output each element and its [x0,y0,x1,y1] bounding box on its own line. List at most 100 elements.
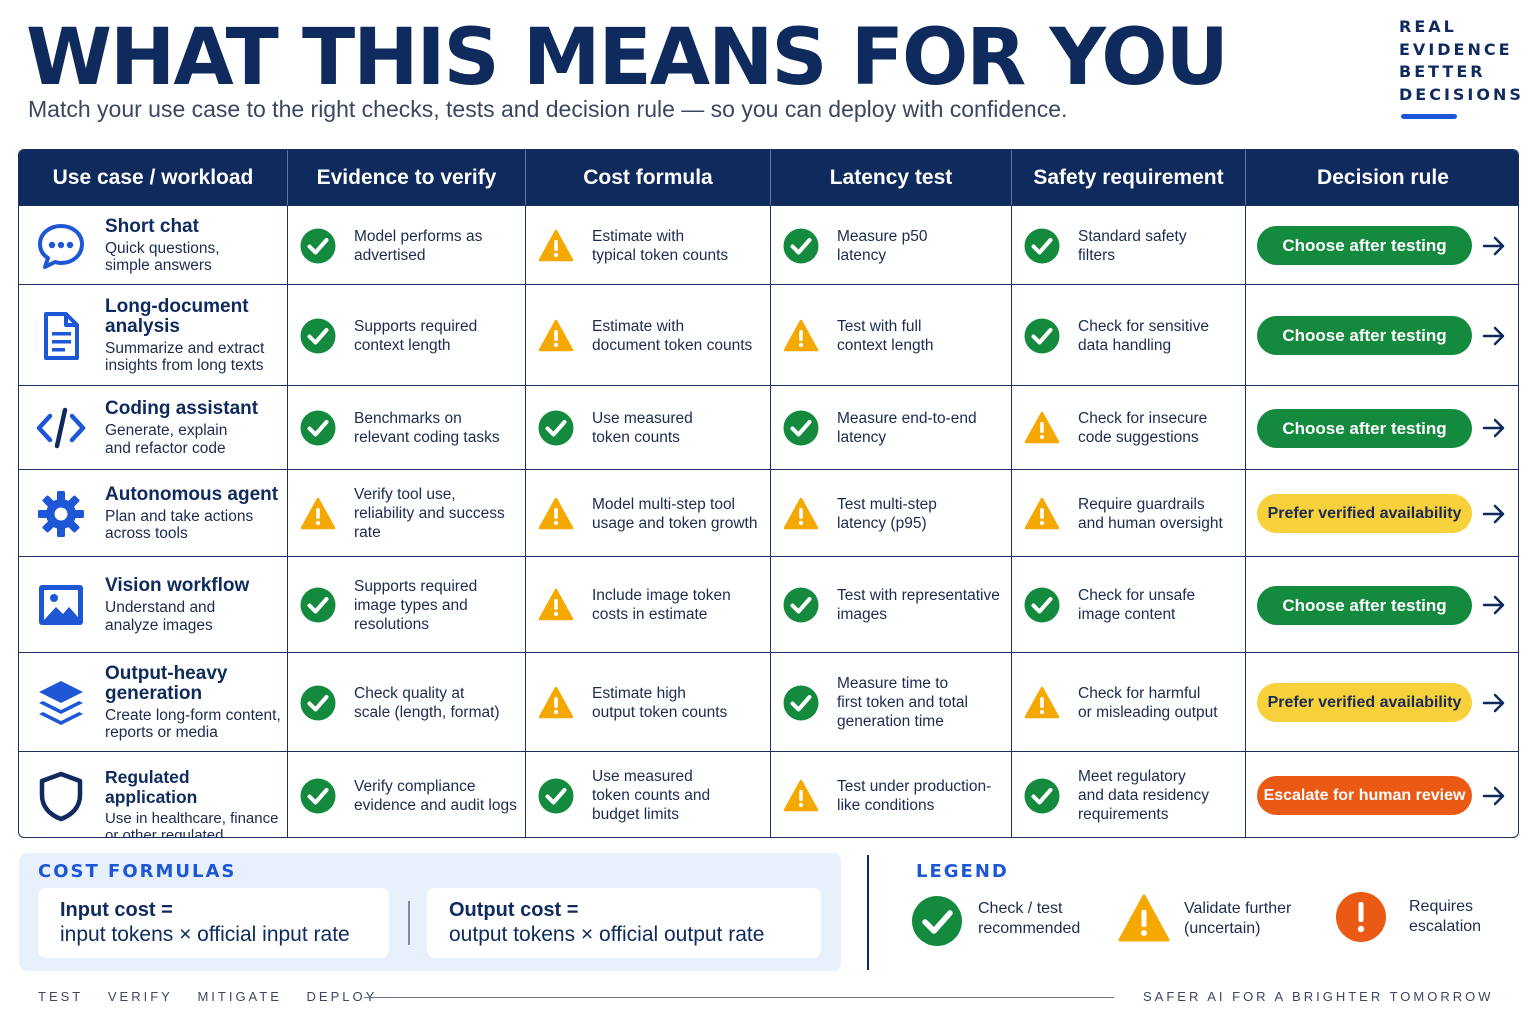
check-circle-icon [300,778,336,814]
output-cost-formula: output tokens × official output rate [449,923,765,946]
column-header: Safety requirement [1012,150,1246,205]
footer-step: DEPLOY [306,989,378,1004]
decision-badge[interactable]: Choose after testing [1257,408,1472,448]
check-circle-icon [300,228,336,264]
cost-text: Use measured token counts and budget limit… [592,767,766,824]
check-circle-icon [783,587,819,623]
latency-cell: Measure end-to-end latency [771,386,1012,469]
check-circle-icon [300,587,336,623]
latency-text: Measure p50 latency [837,227,1007,265]
evidence-text-line: Benchmarks on [354,410,462,427]
safety-text-line: Standard safety [1078,227,1187,245]
legend-title: LEGEND [916,861,1009,882]
evidence-text-line: rate [354,524,381,541]
latency-text: Measure end-to-end latency [837,409,1007,447]
output-cost-label: Output cost = [449,899,579,921]
arrow-right-icon[interactable] [1482,236,1506,256]
legend-label-line: recommended [978,920,1081,937]
arrow-right-icon[interactable] [1482,504,1506,524]
decision-badge[interactable]: Choose after testing [1257,585,1472,625]
warning-triangle-icon [1024,685,1060,721]
use-case-title: Vision workflow [105,575,250,596]
evidence-text-line: evidence and audit logs [354,796,517,814]
output-cost-card: Output cost = output tokens × official o… [427,888,821,958]
safety-cell: Check for sensitive data handling [1012,285,1246,385]
safety-text-line: Check for unsafe [1078,587,1196,604]
arrow-right-icon[interactable] [1482,693,1506,713]
cost-text: Estimate with document token counts [592,317,766,355]
tagline-line: DECISIONS [1399,84,1524,104]
evidence-text-line: Check quality at [354,684,465,702]
image-icon [35,579,87,631]
arrow-right-icon[interactable] [1482,418,1506,438]
latency-text-line: latency [837,246,887,264]
evidence-text: Model performs as advertised [354,227,521,265]
description-line: reports or media [105,724,218,741]
cost-text-line: Use measured [592,768,693,785]
description-line: Plan and take actions [105,507,254,525]
tagline-line: BETTER [1399,62,1486,81]
evidence-cell: Benchmarks on relevant coding tasks [288,386,526,469]
cost-text-line: budget limits [592,806,680,823]
description-line: Use in healthcare, finance [105,809,279,827]
cost-text-line: Estimate with [592,227,685,245]
cost-divider [408,901,410,945]
use-case-description: Summarize and extract insights from long … [105,340,281,375]
arrow-right-icon[interactable] [1482,595,1506,615]
tagline: REAL EVIDENCE BETTER DECISIONS [1399,16,1524,106]
latency-cell: Test under production-like conditions [771,752,1012,837]
latency-text: Test multi-step latency (p95) [837,495,1007,533]
evidence-cell: Verify tool use, reliability and success r… [288,470,526,556]
check-circle-icon [1024,587,1060,623]
safety-text-line: or misleading output [1078,703,1218,721]
evidence-cell: Supports required context length [288,285,526,385]
description-line: Generate, explain [105,422,228,439]
check-circle-icon [538,410,574,446]
safety-cell: Check for harmful or misleading output [1012,653,1246,751]
latency-text: Test under production-like conditions [837,777,1007,815]
check-circle-icon [783,228,819,264]
cost-text: Include image token costs in estimate [592,586,766,624]
arrow-right-icon[interactable] [1482,786,1506,806]
table-row: Coding assistant Generate, explain and ref… [19,385,1518,469]
latency-text-line: Test with full [837,317,922,335]
use-case-text: Long-document analysis Summarize and extr… [105,296,281,375]
decision-badge[interactable]: Choose after testing [1257,226,1472,265]
legend-label-line: escalation [1409,918,1482,935]
legend-label: Requires escalation [1409,897,1481,937]
arrow-right-icon[interactable] [1482,326,1506,346]
legend-label: Validate further (uncertain) [1184,899,1291,939]
use-case-text: Short chat Quick questions, simple answers [105,216,281,275]
warning-triangle-icon [783,496,819,532]
column-header: Decision rule [1317,166,1449,189]
check-circle-icon [783,685,819,721]
latency-text: Test with full context length [837,317,1007,355]
decision-cell: Choose after testing [1246,285,1518,385]
cost-cell: Model multi-step tool usage and token gro… [526,470,771,556]
decision-badge[interactable]: Escalate for human review [1257,776,1472,815]
latency-cell: Test with representative images [771,557,1012,652]
cost-text-line: costs in estimate [592,606,708,623]
cost-formulas-title: COST FORMULAS [38,861,237,882]
warning-triangle-icon [1118,894,1170,942]
evidence-text: Benchmarks on relevant coding tasks [354,409,521,447]
column-header: Use case / workload [19,150,288,205]
chat-bubble-icon [35,220,87,272]
cost-text-line: token counts [592,429,680,446]
check-circle-icon [300,318,336,354]
decision-badge[interactable]: Prefer verified availability [1257,683,1472,722]
cost-text: Use measured token counts [592,409,766,447]
use-case-cell: Vision workflow Understand and analyze ima… [19,557,288,652]
decision-badge[interactable]: Prefer verified availability [1257,494,1472,533]
decision-badge[interactable]: Choose after testing [1257,316,1472,355]
evidence-text: Check quality at scale (length, format) [354,684,521,722]
evidence-text: Supports required image types and resoluti… [354,577,521,634]
safety-text: Require guardrails and human oversight [1078,495,1241,533]
safety-text-line: and human oversight [1078,514,1223,532]
decision-cell: Choose after testing [1246,386,1518,469]
cost-formulas-panel: COST FORMULAS Input cost = input tokens … [19,853,841,971]
evidence-text: Verify tool use, reliability and success r… [354,485,521,542]
code-icon [35,402,87,454]
warning-triangle-icon [538,685,574,721]
cost-text-line: document token counts [592,336,753,354]
